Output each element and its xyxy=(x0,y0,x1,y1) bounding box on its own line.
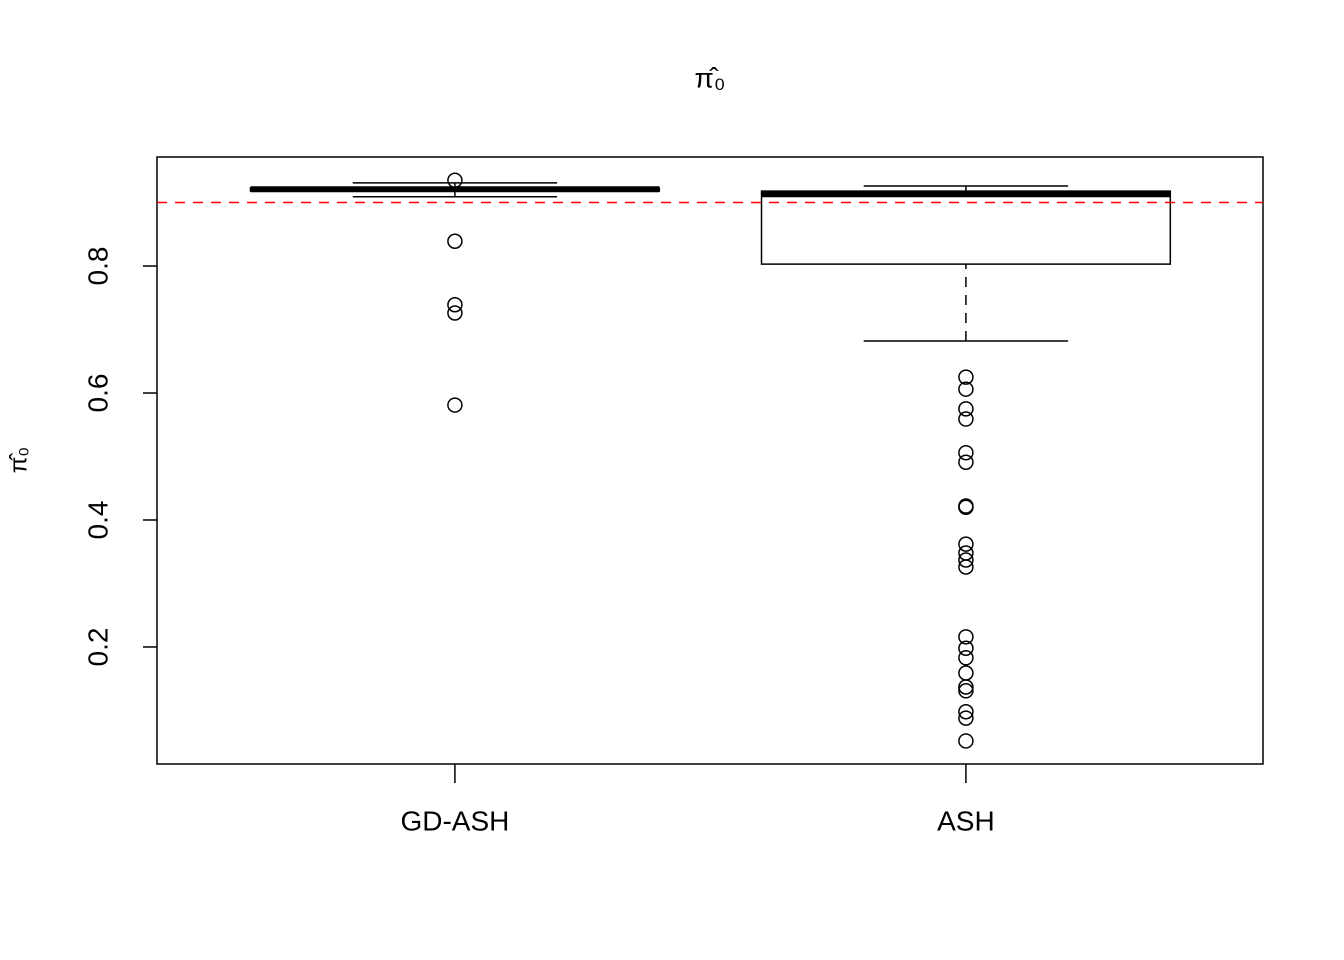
outlier xyxy=(958,552,974,568)
y-tick-label: 0.2 xyxy=(82,628,113,667)
outlier xyxy=(958,629,974,645)
outlier xyxy=(958,411,974,427)
chart-title: π̂₀ xyxy=(695,62,726,93)
y-tick-label: 0.4 xyxy=(82,501,113,540)
plot-frame xyxy=(156,156,1264,765)
outlier xyxy=(958,703,974,720)
outlier xyxy=(958,401,974,417)
outlier xyxy=(447,296,463,313)
y-axis-label: π̂₀ xyxy=(5,447,32,474)
outlier xyxy=(958,444,974,461)
outlier xyxy=(958,640,974,657)
outlier xyxy=(958,679,974,695)
y-tick-label: 0.8 xyxy=(82,247,113,286)
y-tick-label: 0.6 xyxy=(82,374,113,413)
outlier xyxy=(958,369,974,385)
outlier xyxy=(958,650,974,666)
outlier xyxy=(958,559,974,575)
outlier xyxy=(447,305,463,321)
box xyxy=(760,190,1172,265)
outlier xyxy=(958,381,974,397)
outlier xyxy=(447,397,463,413)
x-tick-label: GD-ASH xyxy=(400,805,509,836)
outlier xyxy=(447,233,463,250)
outlier xyxy=(958,454,974,470)
outlier xyxy=(958,710,974,726)
outlier xyxy=(958,733,974,749)
outlier xyxy=(958,499,974,516)
outlier xyxy=(958,683,974,699)
outlier xyxy=(958,536,974,552)
outlier xyxy=(447,172,463,189)
x-tick-label: ASH xyxy=(937,805,995,836)
